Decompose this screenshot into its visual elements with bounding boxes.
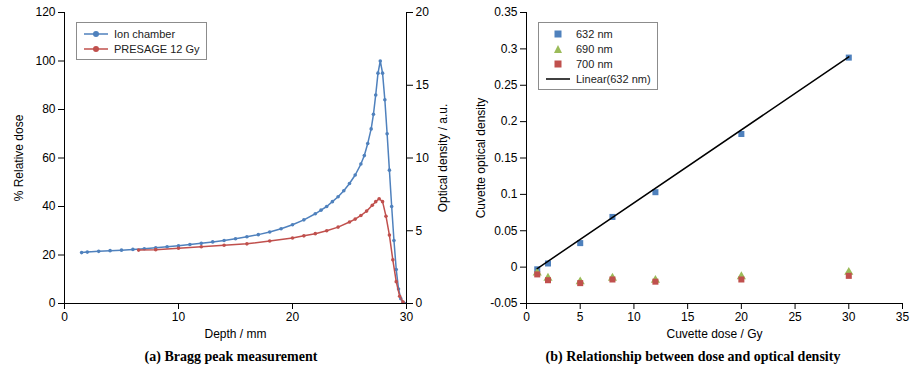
html-text:Ion chamber: Ion chamber: [114, 27, 176, 40]
svg-text:60: 60: [42, 151, 56, 165]
svg-text:0.35: 0.35: [494, 5, 518, 19]
svg-text:0: 0: [49, 296, 56, 310]
svg-text:0.25: 0.25: [494, 78, 518, 92]
html-text:700 nm: 700 nm: [576, 57, 613, 70]
svg-text:Cuvette optical density: Cuvette optical density: [474, 98, 488, 219]
svg-text:120: 120: [35, 5, 55, 19]
svg-text:0.1: 0.1: [501, 187, 518, 201]
svg-text:10: 10: [416, 151, 430, 165]
svg-text:10: 10: [172, 310, 186, 324]
svg-text:20: 20: [42, 248, 56, 262]
svg-text:Depth / mm: Depth / mm: [204, 327, 266, 341]
svg-text:20: 20: [416, 5, 430, 19]
svg-text:20: 20: [735, 310, 749, 324]
html-text:(b) Relationship between dose: (b) Relationship between dose and optica…: [545, 349, 841, 364]
svg-text:0.3: 0.3: [501, 42, 518, 56]
svg-text:% Relative dose: % Relative dose: [12, 114, 26, 201]
svg-text:30: 30: [400, 310, 414, 324]
svg-text:15: 15: [681, 310, 695, 324]
svg-text:40: 40: [42, 199, 56, 213]
svg-text:0.05: 0.05: [494, 224, 518, 238]
svg-text:5: 5: [416, 224, 423, 238]
svg-text:10: 10: [627, 310, 641, 324]
svg-text:15: 15: [416, 78, 430, 92]
html-text:PRESAGE 12 Gy: PRESAGE 12 Gy: [114, 42, 200, 55]
svg-text:0: 0: [523, 310, 530, 324]
svg-text:80: 80: [42, 102, 56, 116]
svg-text:20: 20: [286, 310, 300, 324]
svg-text:0: 0: [511, 260, 518, 274]
html-text:632 nm: 632 nm: [576, 27, 613, 40]
svg-text:Optical density / a.u.: Optical density / a.u.: [436, 104, 450, 213]
svg-text:0: 0: [61, 310, 68, 324]
html-text:690 nm: 690 nm: [576, 42, 613, 55]
html-text:Linear(632 nm): Linear(632 nm): [576, 72, 651, 85]
svg-text:25: 25: [788, 310, 802, 324]
svg-text:30: 30: [842, 310, 856, 324]
svg-text:100: 100: [35, 54, 55, 68]
svg-text:0.15: 0.15: [494, 151, 518, 165]
svg-text:-0.05: -0.05: [490, 296, 518, 310]
svg-text:5: 5: [577, 310, 584, 324]
svg-text:Cuvette dose / Gy: Cuvette dose / Gy: [666, 327, 762, 341]
html-text:(a) Bragg peak measurement: (a) Bragg peak measurement: [144, 349, 318, 364]
svg-text:0.2: 0.2: [501, 114, 518, 128]
svg-text:0: 0: [416, 296, 423, 310]
svg-text:35: 35: [896, 310, 910, 324]
